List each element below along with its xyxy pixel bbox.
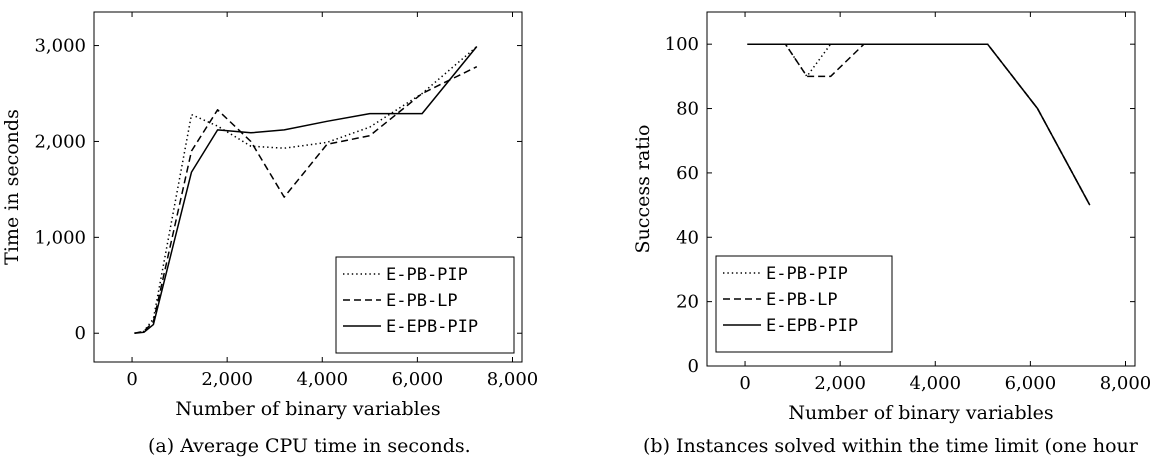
- caption-cpu-time: (a) Average CPU time in seconds.: [148, 435, 471, 457]
- legend-box: [335, 256, 515, 354]
- y-tick-label: 40: [676, 227, 699, 248]
- x-axis-label: Number of binary variables: [788, 402, 1053, 424]
- y-tick-label: 100: [665, 34, 699, 55]
- y-tick-label: 2,000: [34, 131, 86, 152]
- legend-box: [715, 255, 893, 353]
- y-tick-label: 20: [676, 292, 699, 313]
- series-line-e-epb-pip: [747, 43, 1091, 206]
- y-tick-label: 3,000: [34, 36, 86, 57]
- y-tick-label: 1,000: [34, 227, 86, 248]
- legend-entry: E-EPB-PIP: [386, 317, 478, 337]
- legend-entry: E-PB-LP: [386, 291, 458, 311]
- y-axis-label: Time in seconds: [1, 109, 23, 265]
- x-tick-label: 4,000: [297, 369, 349, 390]
- series-line-e-epb-pip: [134, 46, 478, 334]
- x-tick-label: 8,000: [1100, 373, 1152, 394]
- chart-success-ratio: 0 2,000 4,000 6,000 8,000 0 20 40 60 80 100 Number …: [632, 11, 1152, 424]
- series-line-e-pb-pip: [134, 45, 478, 334]
- x-tick-label: 6,000: [1005, 373, 1057, 394]
- y-tick-label: 80: [676, 99, 699, 120]
- series-line-e-pb-lp: [134, 66, 478, 334]
- legend-entry: E-EPB-PIP: [766, 316, 858, 336]
- y-tick-label: 0: [688, 356, 699, 377]
- legend: E-PB-PIP E-PB-LP E-EPB-PIP: [335, 256, 515, 354]
- x-tick-label: 0: [126, 369, 137, 390]
- x-tick-label: 2,000: [814, 373, 866, 394]
- plot-frame: [706, 11, 1136, 367]
- x-tick-label: 6,000: [392, 369, 444, 390]
- legend: E-PB-PIP E-PB-LP E-EPB-PIP: [715, 255, 893, 353]
- y-tick-label: 0: [75, 323, 86, 344]
- legend-entry: E-PB-PIP: [386, 265, 468, 285]
- x-tick-label: 0: [739, 373, 750, 394]
- chart-cpu-time: 0 2,000 4,000 6,000 8,000 0 1,000 2,000 3,000 Num…: [1, 11, 539, 420]
- y-axis-label: Success ratio: [632, 125, 654, 254]
- x-axis-label: Number of binary variables: [175, 398, 440, 420]
- legend-entry: E-PB-PIP: [766, 264, 848, 284]
- x-tick-label: 2,000: [201, 369, 253, 390]
- plot-frame: [93, 11, 523, 363]
- series-line-e-pb-lp: [747, 43, 1091, 206]
- y-tick-label: 60: [676, 163, 699, 184]
- x-tick-label: 4,000: [910, 373, 962, 394]
- caption-success-ratio: (b) Instances solved within the time lim…: [643, 435, 1138, 457]
- series-line-e-pb-pip: [747, 43, 1091, 206]
- legend-entry: E-PB-LP: [766, 290, 838, 310]
- x-tick-label: 8,000: [487, 369, 539, 390]
